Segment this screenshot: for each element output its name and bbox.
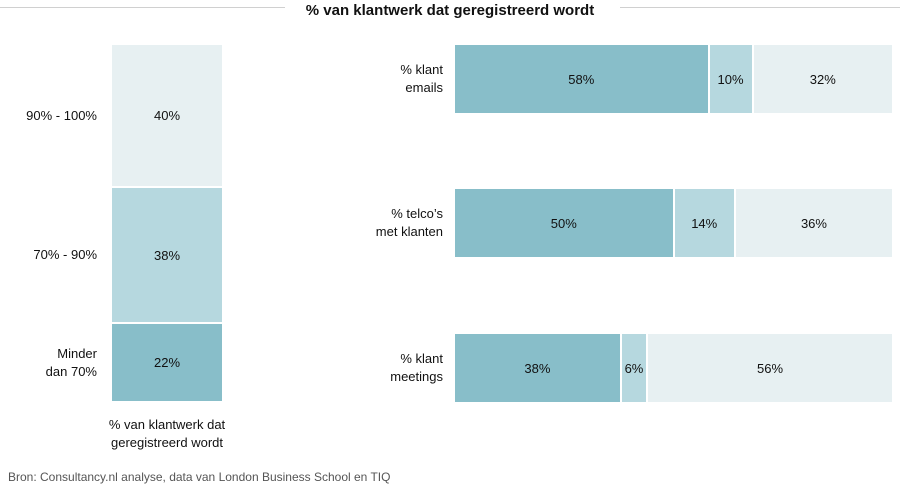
bar-segment-mid: 14% — [673, 188, 735, 258]
bar-segment-dark: 50% — [454, 188, 674, 258]
bar-segment-light: 56% — [647, 333, 893, 403]
left-chart-xlabel: % van klantwerk dat geregistreerd wordt — [108, 417, 226, 450]
chart-title-text: % van klantwerk dat geregistreerd wordt — [297, 2, 603, 19]
chart-title: % van klantwerk dat geregistreerd wordt — [0, 2, 900, 19]
bar-category-label: % telco’s met klanten — [375, 206, 443, 239]
left-bar-category-label: Minder dan 70% — [45, 345, 97, 379]
title-rule-left — [0, 7, 285, 8]
title-rule-right — [620, 7, 900, 8]
left-bar-segment: 22% — [111, 323, 223, 402]
left-bar-segment: 40% — [111, 44, 223, 188]
bar-segment-mid: 6% — [620, 333, 648, 403]
left-bar-category-label: 70% - 90% — [33, 247, 97, 263]
bar-category-label: % klant emails — [400, 62, 443, 95]
bar-segment-light: 32% — [752, 44, 893, 114]
bar-segment-mid: 10% — [708, 44, 753, 114]
bar-segment-dark: 58% — [454, 44, 709, 114]
left-bar-segment: 38% — [111, 187, 223, 324]
bar-segment-light: 36% — [734, 188, 893, 258]
source-note: Bron: Consultancy.nl analyse, data van L… — [8, 470, 391, 484]
bar-category-label: % klant meetings — [390, 351, 443, 384]
bar-segment-dark: 38% — [454, 333, 621, 403]
left-bar-category-label: 90% - 100% — [26, 107, 97, 123]
